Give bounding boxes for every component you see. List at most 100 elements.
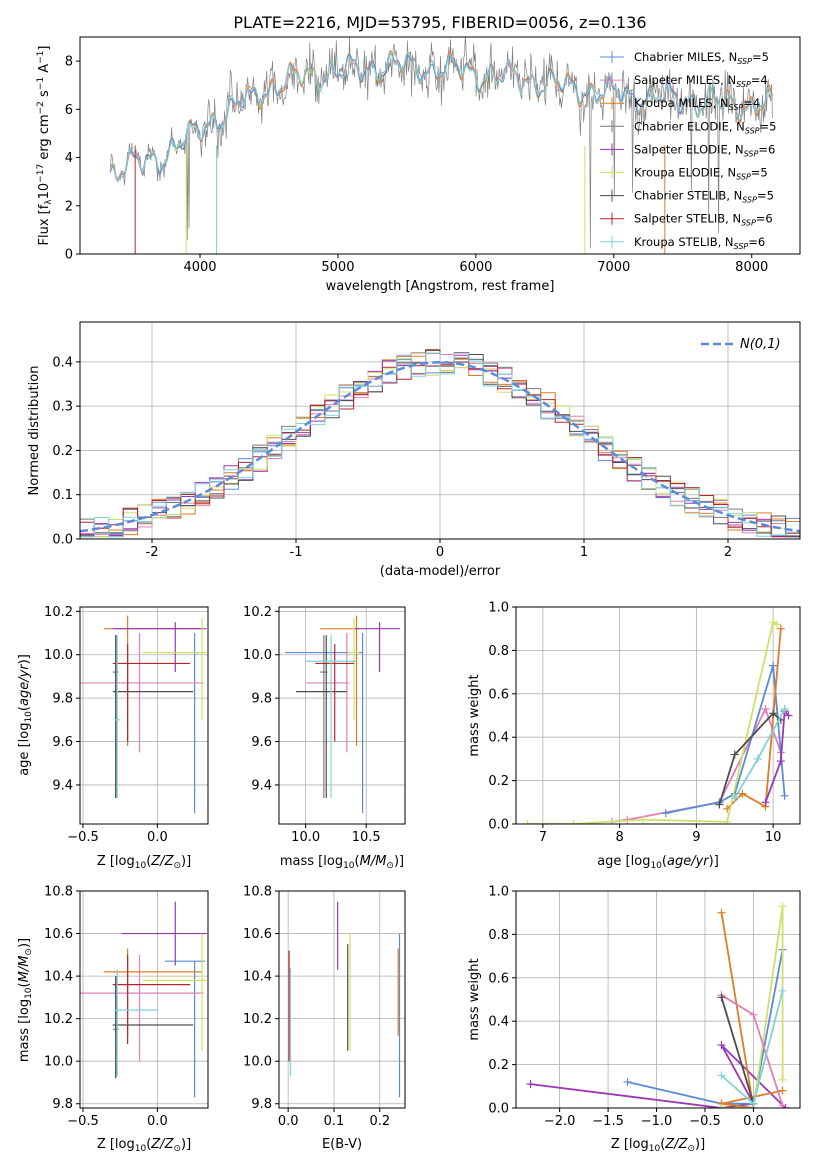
weight-line-chabrier_miles <box>627 949 784 1105</box>
y-tick-label: 0.2 <box>488 774 509 789</box>
weight-marker-kroupa_miles <box>778 1086 787 1095</box>
legend-entry-kroupa_stelib-part: Kroupa STELIB, N <box>634 235 734 249</box>
x-tick-label: −0.5 <box>67 830 99 845</box>
x-axis-label-part: ⊙ <box>386 861 394 871</box>
y-tick-label: 0.0 <box>488 1102 509 1117</box>
y-tick-label: 0.0 <box>52 533 73 548</box>
y-tick-label: 10.0 <box>44 1055 73 1070</box>
y-axis-label-part: −2 <box>36 101 46 114</box>
x-axis-label: mass [log10(M/M⊙)] <box>280 854 404 871</box>
panel-mass-vs-z: −0.5 0.09.810.010.210.410.610.8Z [log10(Z… <box>17 885 209 1154</box>
x-axis-label-part: )] <box>709 854 719 869</box>
y-tick-label: 10.8 <box>243 885 272 900</box>
y-tick-label: 6 <box>65 103 73 118</box>
x-tick-label: 8000 <box>735 260 768 275</box>
legend-entry-salpeter_elodie-part: Salpeter ELODIE, N <box>634 142 744 156</box>
y-axis-label-part: A <box>37 64 52 77</box>
normal-curve <box>80 361 800 533</box>
legend-entry-chabrier_elodie: Chabrier ELODIE, NSSP=5 <box>634 119 776 135</box>
plot-area-mass-vs-ebv <box>288 901 401 1098</box>
y-axis-label-part: age/yr <box>17 663 32 706</box>
x-tick-label: −1.0 <box>641 1114 673 1129</box>
x-axis-label-part: ⊙ <box>173 1144 181 1154</box>
x-axis-label-part: mass [log <box>280 854 343 869</box>
weight-marker-kroupa_elodie <box>569 820 578 824</box>
x-axis-label-part: Z/Z <box>150 1137 174 1152</box>
y-tick-label: 9.8 <box>251 692 272 707</box>
y-axis-label: Flux [fλ10−17 erg cm−2 s−1 A−1] <box>36 46 54 246</box>
legend-entry-kroupa_stelib-part: SSP <box>734 242 749 251</box>
weight-marker-kroupa_stelib <box>753 754 762 763</box>
weight-marker-chabrier_stelib <box>769 709 778 718</box>
y-tick-label: 0.2 <box>52 444 73 459</box>
weight-line-salpeter_elodie <box>764 709 790 803</box>
axes-frame <box>79 606 209 825</box>
x-axis-label-part: 10 <box>343 861 355 871</box>
legend-entry-chabrier_stelib: Chabrier STELIB, NSSP=5 <box>634 189 774 205</box>
histogram-kroupa_stelib <box>80 352 800 538</box>
axes-frame <box>79 890 209 1109</box>
y-tick-label: 0.4 <box>488 1015 509 1030</box>
x-tick-label: −1.5 <box>592 1114 624 1129</box>
y-axis-label-part: ( <box>17 982 32 987</box>
model-spectrum-chabrier_miles <box>109 52 773 182</box>
weight-marker-kroupa_elodie <box>523 820 532 824</box>
y-tick-label: 10.2 <box>44 605 73 620</box>
weight-marker-kroupa_miles <box>776 624 785 633</box>
y-tick-label: 10.2 <box>243 605 272 620</box>
weight-line-chabrier_stelib <box>718 712 782 805</box>
x-tick-label: 0.0 <box>743 1114 764 1129</box>
x-axis-label: E(B-V) <box>322 1137 362 1152</box>
legend-entry-chabrier_stelib-part: Chabrier STELIB, N <box>634 189 742 203</box>
legend-entry-salpeter_stelib-part: Salpeter STELIB, N <box>634 212 741 226</box>
x-axis-label-part: Z [log <box>97 1137 135 1152</box>
y-tick-label: 0.4 <box>488 731 509 746</box>
y-tick-label: 9.6 <box>52 735 73 750</box>
weight-marker-salpeter_miles <box>749 1010 758 1019</box>
model-spectrum-kroupa_stelib <box>109 51 773 182</box>
axes-frame <box>79 36 801 255</box>
y-axis-label-part: Flux [f <box>37 204 52 245</box>
y-axis-label: mass [log10(M/M⊙)] <box>17 938 34 1062</box>
panel-age-vs-z: −0.5 0.09.49.69.810.010.2Z [log10(Z/Z⊙)]a… <box>17 605 209 871</box>
legend-entry-kroupa_elodie-part: =5 <box>751 166 768 180</box>
weight-marker-kroupa_miles <box>738 789 747 798</box>
legend-label-normal-part: N(0,1) <box>740 337 781 352</box>
x-axis-label-part: ( <box>355 854 360 869</box>
weight-marker-kroupa_stelib <box>730 793 739 802</box>
weight-marker-kroupa_elodie <box>723 817 732 824</box>
x-axis-label-part: )] <box>394 854 404 869</box>
weight-marker-kroupa_elodie <box>772 620 781 629</box>
legend-entry-salpeter_stelib-part: =6 <box>756 212 773 226</box>
plot-area-weight-vs-age <box>523 618 793 824</box>
y-axis-label-part: )] <box>17 938 32 948</box>
x-axis-label-part: Z/Z <box>150 854 174 869</box>
legend-entry-kroupa_miles-part: SSP <box>729 103 744 112</box>
y-tick-label: 0.3 <box>52 400 73 415</box>
y-tick-label: 10.4 <box>44 970 73 985</box>
y-axis-label-part: mass [log <box>17 999 32 1062</box>
weight-marker-salpeter_miles <box>778 1101 787 1108</box>
weight-marker-kroupa_elodie <box>778 902 787 911</box>
y-tick-label: 10.2 <box>44 1012 73 1027</box>
x-axis-label-part: )] <box>695 1137 705 1152</box>
x-axis-label-part: ⊙ <box>173 861 181 871</box>
legend-label-normal: N(0,1) <box>740 337 781 352</box>
y-axis-label-part: ⊙ <box>24 948 34 956</box>
x-tick-label: 0.1 <box>324 1114 345 1129</box>
y-axis-label-part: )] <box>17 654 32 664</box>
weight-marker-salpeter_elodie <box>526 1080 535 1089</box>
legend-entry-kroupa_miles: Kroupa MILES, NSSP=4 <box>634 96 760 112</box>
x-tick-label: 7 <box>539 830 547 845</box>
y-axis-label-part: −1 <box>36 77 46 90</box>
y-tick-label: 0.8 <box>488 928 509 943</box>
legend-entry-kroupa_miles-part: =4 <box>743 96 760 110</box>
figure-title: PLATE=2216, MJD=53795, FIBERID=0056, z=0… <box>233 13 646 32</box>
y-tick-label: 9.6 <box>251 735 272 750</box>
weight-marker-chabrier_miles <box>661 809 670 818</box>
legend-entry-salpeter_stelib-part: SSP <box>741 219 756 228</box>
y-tick-label: 0.1 <box>52 488 73 503</box>
legend-entry-salpeter_miles: Salpeter MILES, NSSP=4 <box>634 73 768 89</box>
y-axis-label: mass weight <box>467 958 482 1040</box>
y-tick-label: 0.2 <box>488 1058 509 1073</box>
